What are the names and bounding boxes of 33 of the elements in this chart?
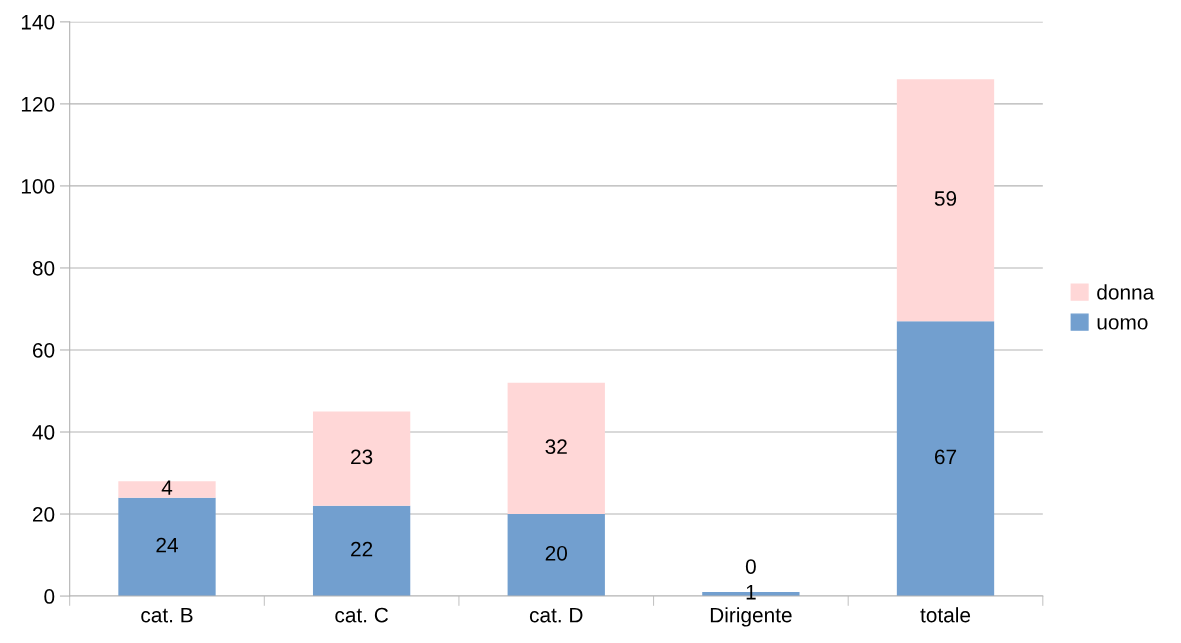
x-tick-label: Dirigente xyxy=(710,607,792,627)
data-label: 67 xyxy=(934,449,957,465)
x-tick-label: cat. D xyxy=(529,607,583,623)
data-label: 32 xyxy=(545,439,567,454)
bar xyxy=(507,514,605,597)
data-label: 59 xyxy=(934,191,957,206)
y-tick-label: 100 xyxy=(21,178,55,194)
bar xyxy=(896,79,995,322)
data-label: 1 xyxy=(746,585,756,600)
legend-label: uomo xyxy=(1097,318,1148,330)
y-tick-label: 140 xyxy=(21,14,55,30)
bar xyxy=(118,481,216,498)
data-label: 24 xyxy=(156,537,178,553)
data-label: 22 xyxy=(351,541,373,557)
y-tick-label: 80 xyxy=(32,260,55,276)
bar xyxy=(896,321,995,597)
data-label: 0 xyxy=(745,559,756,574)
data-label: 20 xyxy=(545,545,568,561)
x-tick-label: cat. B xyxy=(141,607,193,623)
data-label: 23 xyxy=(351,449,373,465)
x-tick-label: cat. C xyxy=(335,607,389,623)
y-tick-label: 0 xyxy=(44,589,55,604)
bar xyxy=(118,497,216,597)
legend-label: donna xyxy=(1097,284,1155,300)
y-tick-label: 120 xyxy=(21,96,55,112)
y-tick-label: 60 xyxy=(32,342,55,358)
x-tick-label: totale xyxy=(920,607,971,623)
bar xyxy=(312,411,411,506)
y-tick-label: 40 xyxy=(32,425,55,440)
y-tick-label: 20 xyxy=(32,507,55,522)
bar xyxy=(312,505,411,597)
bar xyxy=(507,382,605,515)
data-label: 4 xyxy=(161,480,173,495)
